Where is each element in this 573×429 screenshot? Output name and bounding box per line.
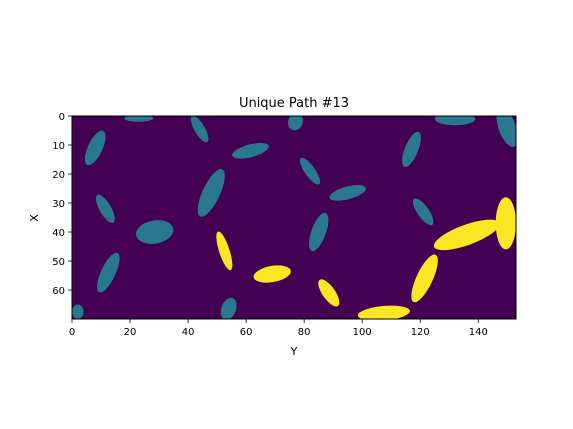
x-tick-label: 80 xyxy=(298,327,311,338)
y-tick-label: 60 xyxy=(52,286,65,297)
x-tick-label: 20 xyxy=(124,327,137,338)
x-tick-label: 60 xyxy=(240,327,253,338)
obstacle-region-17 xyxy=(72,305,84,320)
x-axis-label: Y xyxy=(290,345,298,358)
chart-title: Unique Path #13 xyxy=(239,96,349,111)
y-axis-label: X xyxy=(28,214,41,222)
x-axis-ticks: 0 20 40 60 80 100 120 140 xyxy=(69,319,488,338)
x-tick-label: 0 xyxy=(69,327,75,338)
y-tick-label: 30 xyxy=(52,199,65,210)
free-space-background xyxy=(72,116,516,319)
x-tick-label: 140 xyxy=(469,327,488,338)
x-tick-label: 120 xyxy=(411,327,430,338)
obstacle-region-9 xyxy=(435,113,476,126)
y-tick-label: 50 xyxy=(52,257,65,268)
path-segment-7 xyxy=(496,197,516,249)
y-tick-label: 0 xyxy=(59,112,65,123)
y-tick-label: 40 xyxy=(52,228,65,239)
x-tick-label: 100 xyxy=(353,327,372,338)
y-tick-label: 20 xyxy=(52,170,65,181)
plot-area xyxy=(72,106,522,323)
y-tick-label: 10 xyxy=(52,141,65,152)
x-tick-label: 40 xyxy=(182,327,195,338)
y-axis-ticks: 0 10 20 30 40 50 60 xyxy=(52,112,72,297)
